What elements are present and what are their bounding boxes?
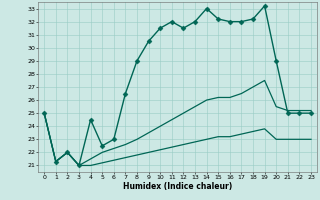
X-axis label: Humidex (Indice chaleur): Humidex (Indice chaleur) [123, 182, 232, 191]
